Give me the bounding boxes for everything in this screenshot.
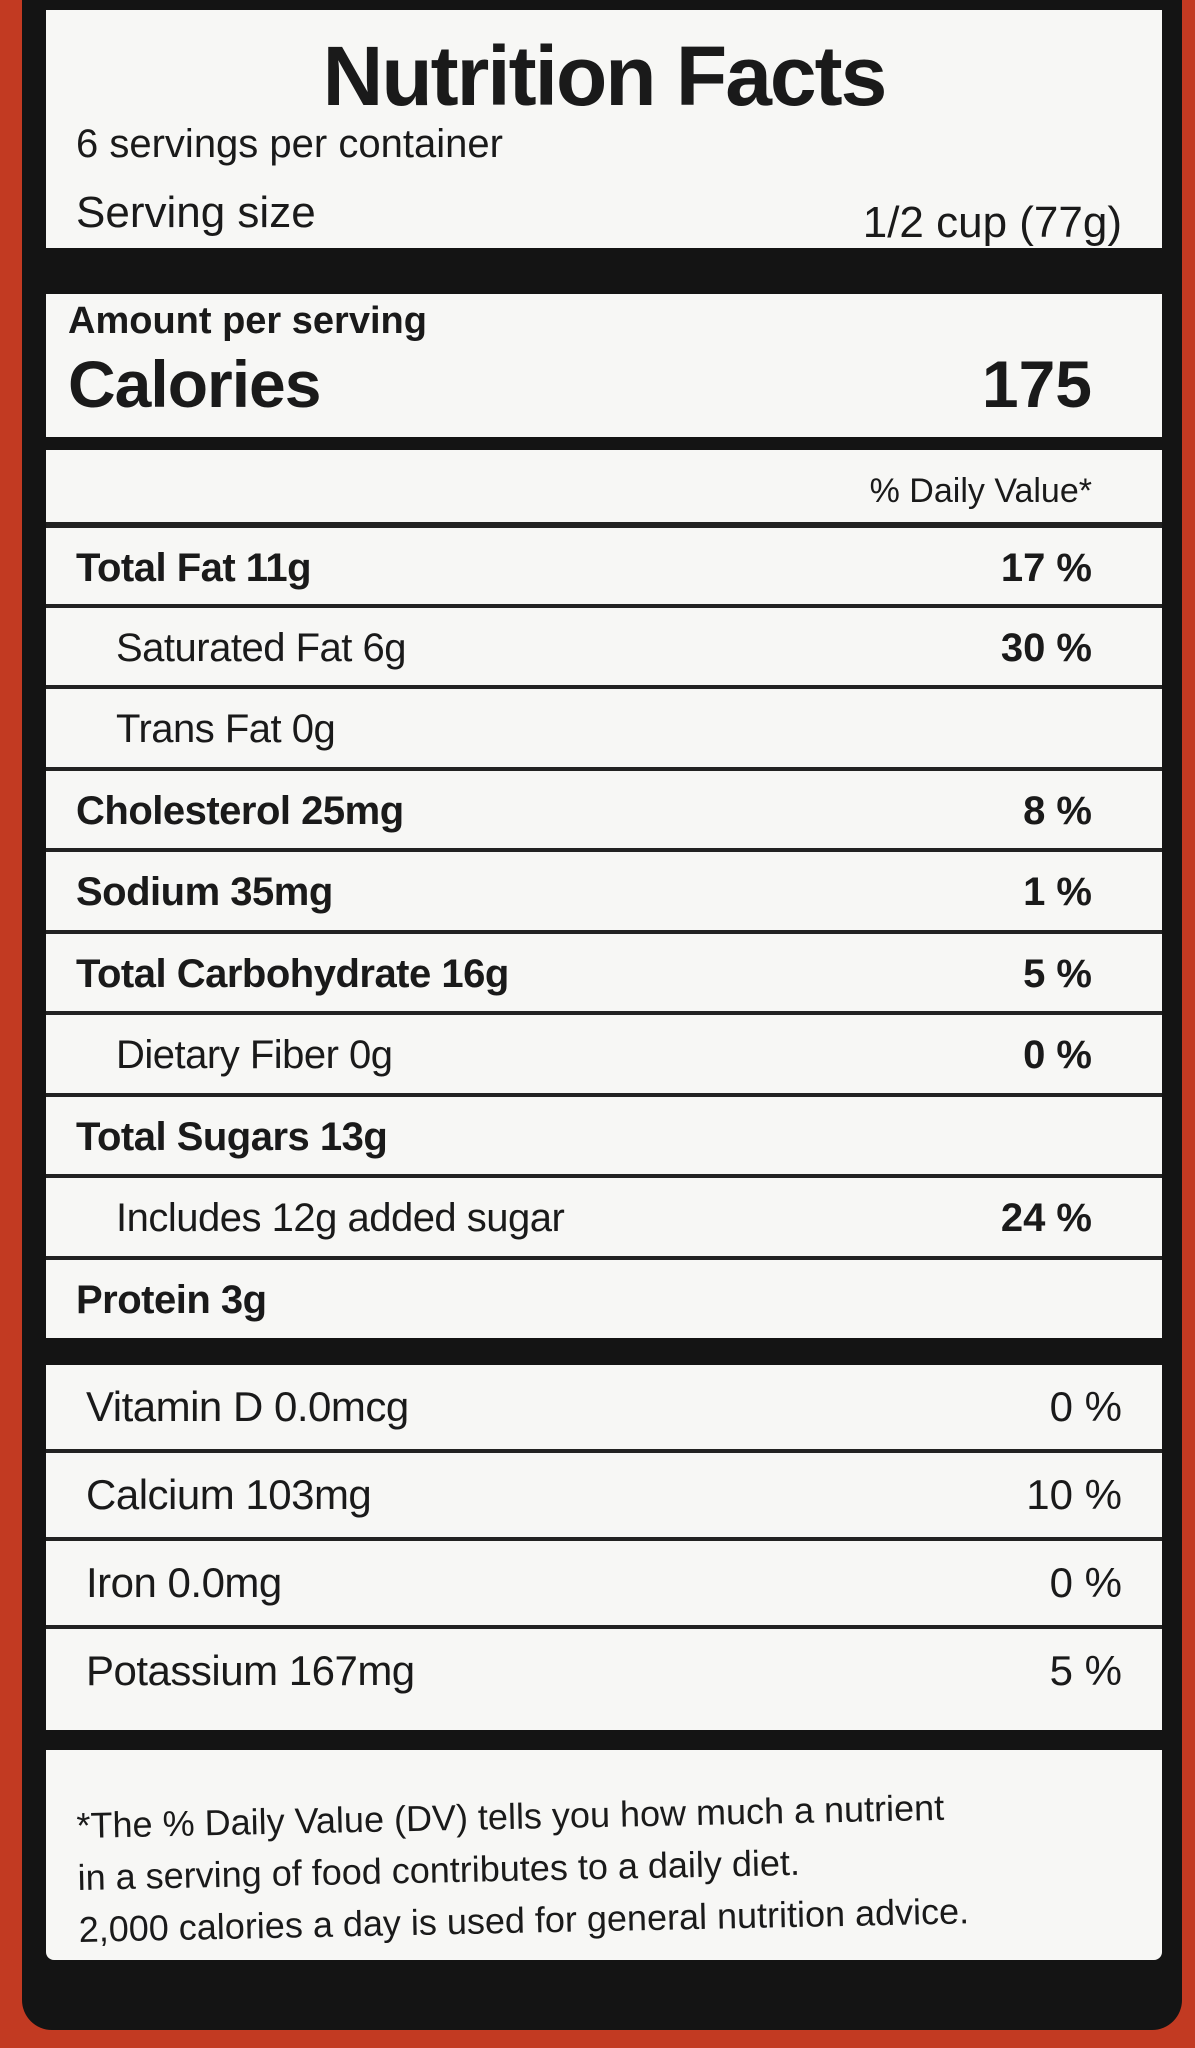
vitamin-daily-value: 5 % xyxy=(1049,1647,1122,1694)
nutrient-daily-value: 24 % xyxy=(1000,1196,1092,1240)
nutrient-row: Total Sugars 13g xyxy=(46,1092,1162,1175)
nutrient-daily-value: 1 % xyxy=(1023,870,1092,914)
nutrient-label: Protein 3g xyxy=(76,1277,267,1322)
vitamin-row: Calcium 103mg 10 % xyxy=(46,1449,1162,1531)
calories-section: Amount per serving Calories 175 xyxy=(46,294,1162,437)
nutrient-label: Saturated Fat 6g xyxy=(116,625,406,670)
vitamin-label: Potassium 167mg xyxy=(86,1647,415,1694)
calories-label: Calories xyxy=(68,347,321,421)
vitamin-daily-value: 10 % xyxy=(1026,1471,1122,1518)
nutrient-row: Sodium 35mg 1 % xyxy=(46,848,1162,930)
servings-per-container: 6 servings per container xyxy=(76,122,503,166)
nutrient-label: Total Carbohydrate 16g xyxy=(76,951,509,996)
calories-value: 175 xyxy=(981,347,1092,421)
nutrient-row: Cholesterol 25mg 8 % xyxy=(46,766,1162,849)
nutrient-daily-value: 5 % xyxy=(1023,951,1092,996)
daily-value-header: % Daily Value* xyxy=(869,472,1092,510)
vitamins-section: Vitamin D 0.0mcg 0 % Calcium 103mg 10 % Iron… xyxy=(46,1365,1162,1730)
label-title: Nutrition Facts xyxy=(322,29,888,123)
vitamin-daily-value: 0 % xyxy=(1049,1383,1122,1430)
amount-per-serving: Amount per serving xyxy=(68,300,427,342)
vitamin-row: Potassium 167mg 5 % xyxy=(46,1625,1162,1707)
vitamin-label: Vitamin D 0.0mcg xyxy=(86,1383,409,1430)
serving-size-value: 1/2 cup (77g) xyxy=(862,198,1122,247)
nutrient-label: Total Fat 11g xyxy=(76,546,312,590)
nutrient-label: Trans Fat 0g xyxy=(116,707,336,751)
nutrient-row: Dietary Fiber 0g 0 % xyxy=(46,1011,1162,1093)
nutrient-daily-value: 30 % xyxy=(1000,625,1092,670)
nutrient-row: Total Fat 11g 17 % xyxy=(46,522,1162,606)
nutrient-row: Total Carbohydrate 16g 5 % xyxy=(46,929,1162,1012)
nutrients-section: % Daily Value* Total Fat 11g 17 % Saturate… xyxy=(46,450,1162,1338)
serving-size-label: Serving size xyxy=(76,188,316,237)
nutrient-row: Saturated Fat 6g 30 % xyxy=(46,603,1162,686)
vitamin-label: Calcium 103mg xyxy=(86,1471,372,1518)
nutrient-label: Cholesterol 25mg xyxy=(76,788,404,833)
nutrient-row: Protein 3g xyxy=(46,1255,1162,1338)
nutrient-row: Includes 12g added sugar 24 % xyxy=(46,1174,1162,1256)
nutrient-label: Dietary Fiber 0g xyxy=(116,1033,393,1077)
vitamin-daily-value: 0 % xyxy=(1049,1559,1122,1606)
vitamin-row: Vitamin D 0.0mcg 0 % xyxy=(46,1361,1162,1443)
nutrient-label: Total Sugars 13g xyxy=(76,1114,388,1159)
footnote-section: *The % Daily Value (DV) tells you how mu… xyxy=(46,1750,1162,1960)
nutrient-label: Includes 12g added sugar xyxy=(116,1196,565,1240)
vitamin-label: Iron 0.0mg xyxy=(86,1559,282,1606)
header-section: Nutrition Facts 6 servings per container… xyxy=(46,10,1162,248)
nutrient-label: Sodium 35mg xyxy=(76,870,333,914)
nutrient-daily-value: 17 % xyxy=(1000,546,1092,590)
nutrient-daily-value: 0 % xyxy=(1023,1033,1092,1077)
footnote: *The % Daily Value (DV) tells you how mu… xyxy=(76,1778,1125,1956)
nutrient-row: Trans Fat 0g xyxy=(46,685,1162,767)
vitamin-row: Iron 0.0mg 0 % xyxy=(46,1537,1162,1619)
nutrient-daily-value: 8 % xyxy=(1023,788,1092,833)
